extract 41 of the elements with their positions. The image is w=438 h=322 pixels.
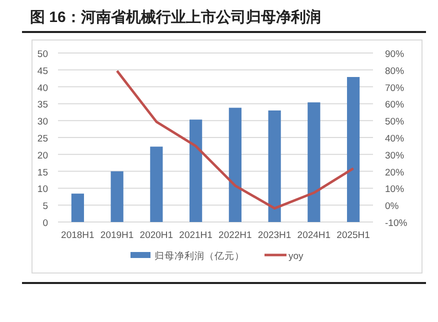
title: 图 16：河南省机械行业上市公司归母净利润	[30, 9, 321, 26]
y2-tick-label: 50%	[385, 116, 405, 128]
legend-label: yoy	[288, 251, 304, 262]
bar	[150, 146, 163, 222]
bar	[190, 120, 202, 222]
x-tick-label: 2022H1	[218, 230, 252, 241]
y-tick-label: 25	[37, 134, 48, 144]
y-tick-label: 45	[37, 66, 48, 77]
bar	[71, 194, 84, 222]
legend-label: 归母净利润（亿元）	[154, 250, 244, 262]
y-tick-label: 15	[37, 167, 48, 178]
y2-tick-label: 20%	[385, 167, 405, 178]
y2-tick-label: -10%	[385, 218, 408, 229]
y2-tick-label: 30%	[385, 150, 405, 162]
y-tick-label: 5	[42, 201, 48, 212]
y-tick-label: 0	[42, 218, 48, 229]
bar	[110, 171, 124, 222]
x-tick-label: 2020H1	[140, 230, 174, 241]
y-tick-label: 30	[37, 116, 48, 128]
y2-tick-label: 80%	[385, 66, 405, 77]
y-tick-label: 20	[37, 150, 48, 162]
y2-tick-label: 90%	[385, 49, 405, 60]
y2-tick-label: 0%	[385, 201, 400, 212]
bar	[268, 110, 281, 222]
y2-tick-label: 10%	[385, 184, 405, 196]
x-tick-label: 2019H1	[100, 230, 134, 241]
y2-tick-label: 70%	[385, 82, 405, 94]
y-tick-label: 50	[37, 49, 48, 60]
y2-tick-label: 60%	[385, 100, 405, 111]
y-tick-label: 40	[37, 82, 48, 94]
bar	[228, 108, 242, 222]
x-tick-label: 2023H1	[258, 230, 292, 241]
x-tick-label: 2021H1	[179, 230, 212, 241]
y-tick-label: 10	[37, 184, 48, 196]
x-tick-label: 2024H1	[297, 230, 331, 241]
x-tick-label: 2018H1	[61, 230, 94, 241]
y-tick-label: 35	[37, 100, 48, 111]
y2-tick-label: 40%	[385, 134, 405, 144]
x-tick-label: 2025H1	[336, 230, 370, 241]
bar	[308, 102, 320, 222]
bar	[347, 77, 360, 222]
